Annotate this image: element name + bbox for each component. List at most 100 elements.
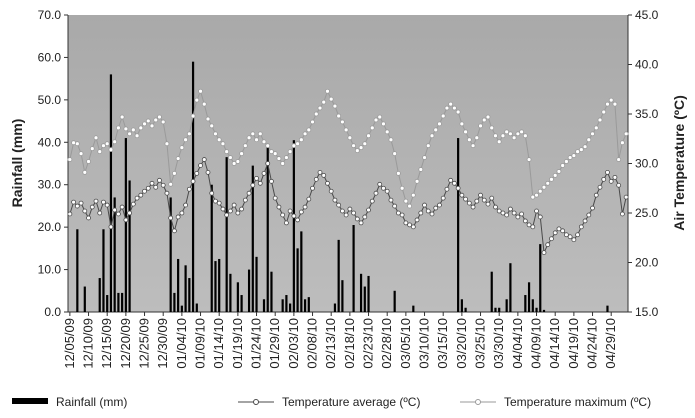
x-tick-label: 03/20/10 — [454, 318, 469, 369]
marker — [127, 210, 133, 216]
marker — [205, 170, 211, 175]
bar — [195, 303, 198, 312]
marker — [366, 133, 371, 139]
x-tick-label: 04/19/10 — [566, 318, 581, 369]
bar — [76, 229, 79, 312]
marker — [504, 129, 510, 135]
x-tick-label: 01/29/10 — [267, 318, 282, 369]
marker — [511, 135, 517, 141]
marker — [283, 220, 289, 226]
marker — [138, 125, 144, 131]
marker — [231, 202, 237, 208]
bar — [124, 138, 127, 312]
bar — [606, 305, 609, 312]
marker — [444, 186, 450, 192]
marker — [153, 117, 159, 123]
marker — [500, 133, 506, 139]
marker — [437, 121, 442, 127]
marker — [620, 140, 625, 146]
bar — [341, 280, 344, 312]
marker — [437, 202, 442, 208]
marker — [149, 123, 155, 129]
marker — [93, 198, 99, 204]
marker — [366, 207, 371, 213]
x-tick-label: 12/30/09 — [155, 318, 170, 369]
bar — [498, 307, 501, 312]
marker — [515, 131, 521, 137]
bar — [412, 305, 415, 312]
marker — [608, 178, 614, 184]
x-tick-label: 01/04/10 — [174, 318, 189, 369]
marker — [313, 176, 319, 182]
marker — [86, 215, 91, 221]
marker — [86, 159, 91, 164]
marker — [280, 161, 286, 166]
bar — [363, 286, 366, 312]
marker — [328, 188, 334, 194]
bar — [180, 305, 183, 312]
marker — [601, 109, 607, 115]
marker — [71, 199, 76, 205]
marker — [116, 125, 121, 131]
marker — [142, 121, 147, 127]
y2-tick-label: 40.0 — [635, 58, 659, 72]
bar — [121, 292, 124, 312]
marker — [395, 210, 401, 216]
marker — [186, 131, 192, 137]
x-tick-label: 03/05/10 — [398, 318, 413, 369]
y-tick-label: 70.0 — [38, 8, 62, 22]
x-tick-label: 02/28/10 — [379, 318, 394, 369]
bar — [307, 297, 310, 312]
bar — [191, 61, 195, 312]
marker — [89, 146, 95, 152]
marker — [418, 167, 424, 172]
marker — [560, 228, 566, 234]
bar — [292, 140, 295, 312]
bar — [177, 258, 180, 312]
bar — [367, 275, 370, 312]
marker — [321, 99, 327, 105]
bar — [333, 303, 337, 312]
x-tick-label: 01/24/10 — [249, 318, 264, 369]
marker — [276, 204, 282, 210]
marker — [276, 156, 282, 161]
marker — [317, 105, 323, 111]
marker — [362, 214, 368, 220]
marker — [425, 208, 431, 214]
x-tick-label: 03/10/10 — [417, 318, 432, 369]
x-tick-label: 04/29/10 — [603, 318, 618, 369]
marker — [175, 156, 181, 161]
marker — [123, 217, 129, 223]
marker — [104, 202, 110, 208]
marker — [134, 133, 140, 139]
y-tick-label: 40.0 — [38, 135, 62, 149]
marker — [67, 157, 73, 162]
marker — [507, 131, 513, 137]
bar — [247, 269, 251, 312]
marker — [157, 177, 162, 183]
marker — [239, 151, 245, 157]
marker — [242, 197, 248, 203]
marker — [179, 210, 185, 216]
marker — [287, 208, 293, 214]
x-tick-label: 01/19/10 — [230, 318, 245, 369]
marker — [545, 242, 551, 248]
y2-tick-label: 45.0 — [635, 8, 659, 22]
marker — [519, 129, 524, 135]
marker — [455, 109, 461, 115]
marker — [362, 141, 368, 147]
marker — [306, 127, 312, 133]
marker — [481, 117, 487, 123]
marker — [145, 185, 151, 191]
bar — [236, 282, 239, 312]
marker — [89, 204, 95, 210]
marker — [455, 185, 461, 191]
marker — [246, 135, 252, 141]
marker — [153, 184, 159, 190]
marker — [556, 169, 562, 174]
y-axis-title: Rainfall (mm) — [9, 119, 25, 208]
x-tick-label: 02/23/10 — [361, 318, 376, 369]
x-tick-label: 02/13/10 — [323, 318, 338, 369]
x-tick-label: 02/08/10 — [305, 318, 320, 369]
